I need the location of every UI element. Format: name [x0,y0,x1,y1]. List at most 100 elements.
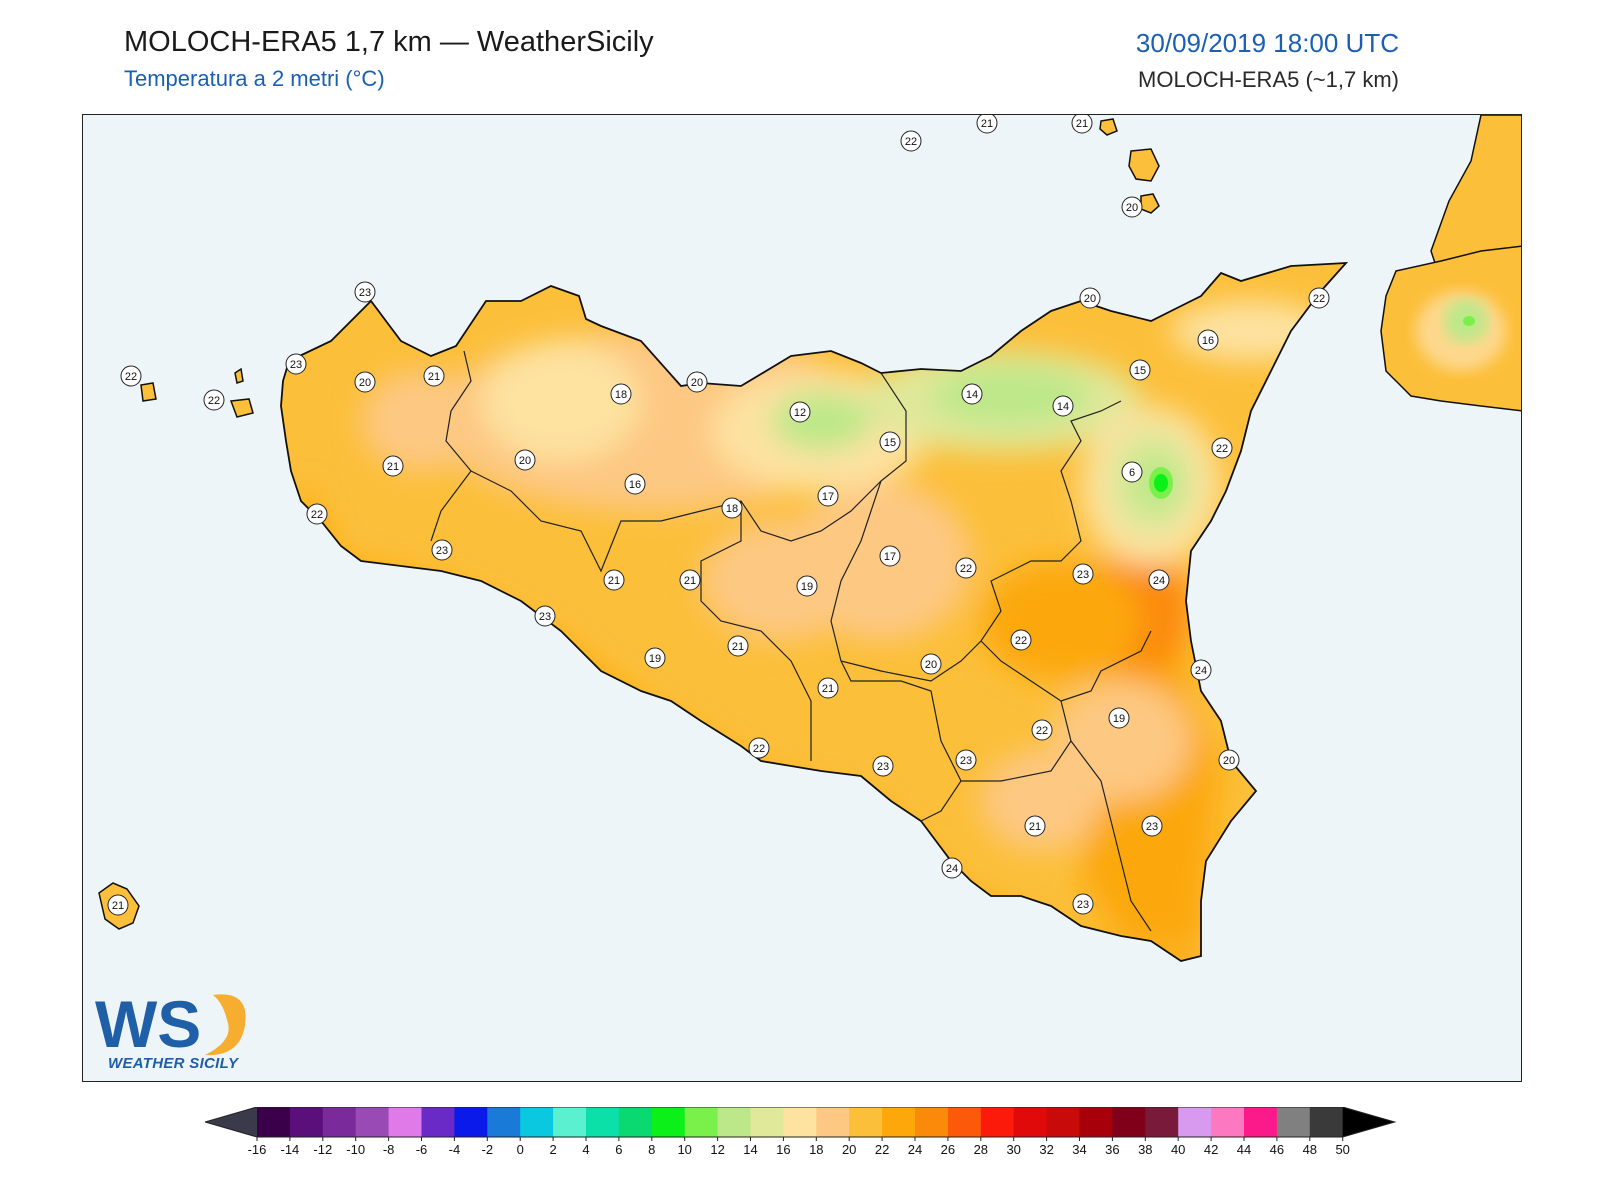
station-value: 22 [960,563,972,575]
colorbar-segment [289,1107,324,1137]
colorbar-segment [1079,1107,1113,1137]
colorbar-tick-label: -8 [383,1142,395,1157]
colorbar-tick-label: 32 [1039,1142,1053,1157]
station-marker: 15 [1129,359,1151,381]
station-marker: 17 [879,545,901,567]
station-marker: 22 [306,503,328,525]
colorbar-segment [915,1107,949,1137]
colorbar-tick-label: 18 [809,1142,823,1157]
station-value: 15 [1134,365,1146,377]
logo-letters: WS [95,987,201,1061]
station-marker: 15 [879,431,901,453]
station-value: 19 [649,653,661,665]
station-circle [1010,629,1032,651]
station-circle [1129,359,1151,381]
station-circle [1079,287,1101,309]
colorbar-tick-label: 34 [1072,1142,1086,1157]
station-circle [1052,395,1074,417]
station-marker: 21 [976,115,998,134]
colorbar-tick-label: 16 [776,1142,790,1157]
colorbar-tick-label: 0 [517,1142,524,1157]
station-marker: 22 [1211,437,1233,459]
station-value: 20 [691,377,703,389]
colorbar-segment [947,1107,982,1137]
station-value: 23 [539,611,551,623]
station-marker: 23 [1072,563,1094,585]
colorbar: -16 -14 -12 -10 -8 -6 -4 -2 0 2 4 6 8 10 12 14 16 18 20 22 2… [203,1106,1400,1167]
ws-logo-icon: WS [95,987,246,1061]
station-circle [796,575,818,597]
station-value: 21 [981,118,993,130]
station-marker: 21 [423,365,445,387]
station-circle [955,749,977,771]
station-value: 23 [1146,821,1158,833]
station-value: 22 [753,743,765,755]
colorbar-segment [1309,1107,1344,1137]
map-subtitle: Temperatura a 2 metri (°C) [124,66,385,91]
colorbar-segment [1145,1107,1179,1137]
station-circle [1072,563,1094,585]
colorbar-segment [783,1107,817,1137]
station-markers: 22 21 21 20 22 22 23 23 20 21 18 20 20 22 16 15 14 14 12 15… [107,115,1330,916]
colorbar-tick-label: 30 [1006,1142,1020,1157]
station-value: 22 [1313,293,1325,305]
temperature-map: 22 21 21 20 22 22 23 23 20 21 18 20 20 22 16 15 14 14 12 15… [82,114,1522,1082]
station-marker: 20 [514,449,536,471]
station-marker: 14 [1052,395,1074,417]
station-circle [817,677,839,699]
station-circle [431,539,453,561]
station-circle [1190,659,1212,681]
station-circle [354,281,376,303]
station-value: 24 [1195,665,1207,677]
station-marker: 20 [354,371,376,393]
colorbar-segment [717,1107,751,1137]
station-marker: 23 [955,749,977,771]
colorbar-segment [651,1107,686,1137]
colorbar-segment [454,1107,488,1137]
colorbar-segment [816,1107,850,1137]
station-circle [879,545,901,567]
colorbar-segment [1046,1107,1080,1137]
colorbar-segment [586,1107,620,1137]
station-value: 21 [387,461,399,473]
station-marker: 22 [203,389,225,411]
station-circle [644,647,666,669]
station-circle [1141,815,1163,837]
station-marker: 6 [1121,461,1143,483]
colorbar-tick-label: -2 [482,1142,494,1157]
station-circle [721,497,743,519]
station-value: 18 [615,389,627,401]
station-marker: 22 [748,737,770,759]
sicily-coastline [280,261,1349,962]
colorbar-tick-label: 44 [1237,1142,1251,1157]
model-label: MOLOCH-ERA5 (~1,7 km) [1138,67,1399,92]
colorbar-tick-label: 42 [1204,1142,1218,1157]
station-marker: 21 [1024,815,1046,837]
station-circle [727,635,749,657]
favignana-island [229,398,254,418]
station-marker: 24 [1148,569,1170,591]
station-marker: 22 [900,130,922,152]
levanzo-island [234,367,244,384]
station-marker: 21 [107,894,129,916]
station-circle [1072,893,1094,915]
station-marker: 23 [354,281,376,303]
colorbar-tick-label: -14 [281,1142,300,1157]
station-circle [610,383,632,405]
colorbar-tick-label: 36 [1105,1142,1119,1157]
colorbar-tick-label: 38 [1138,1142,1152,1157]
station-marker: 17 [817,485,839,507]
station-circle [1211,437,1233,459]
station-circle [603,569,625,591]
station-marker: 20 [686,371,708,393]
station-marker: 23 [1072,893,1094,915]
colorbar-tick-label: 22 [875,1142,889,1157]
station-circle [1024,815,1046,837]
colorbar-tick-label: 8 [648,1142,655,1157]
station-circle [423,365,445,387]
colorbar-segment [553,1107,587,1137]
colorbar-segment [618,1107,653,1137]
station-circle [941,857,963,879]
station-value: 20 [1126,202,1138,214]
colorbar-tick-label: -4 [449,1142,461,1157]
